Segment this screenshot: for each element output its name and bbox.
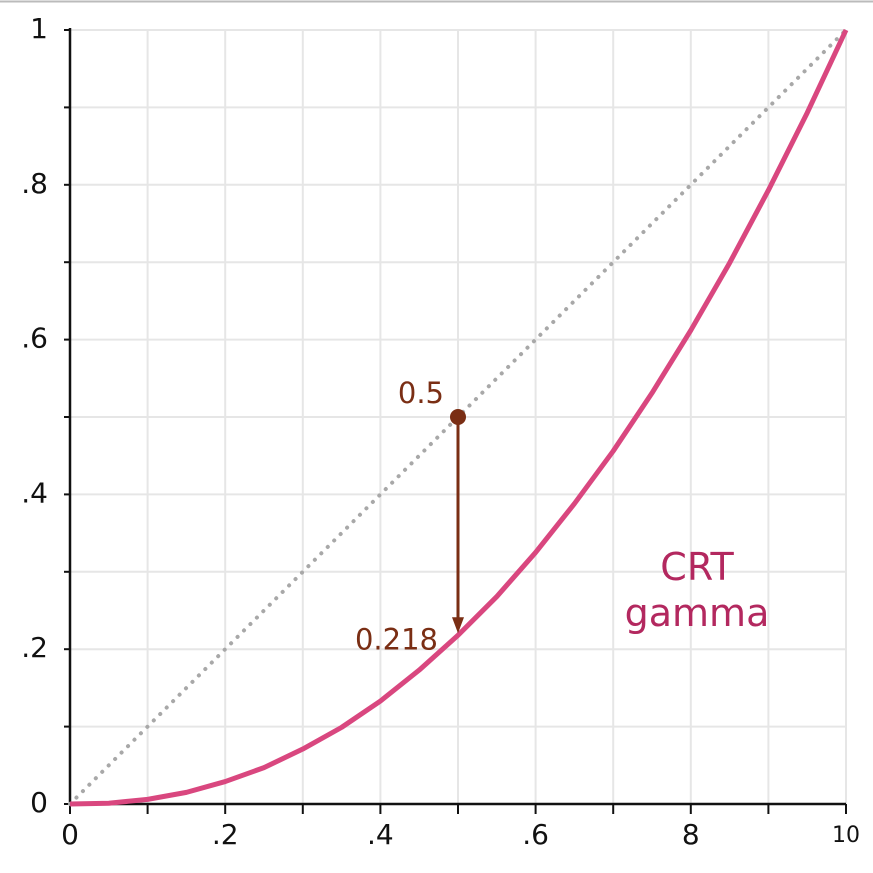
arrow-head	[452, 617, 464, 634]
x-tick-label: .2	[212, 818, 239, 851]
annotation-point	[450, 409, 466, 425]
x-tick-label: 8	[682, 818, 700, 851]
annotation-label: 0.5	[398, 376, 444, 410]
x-tick-label: 10	[832, 823, 860, 848]
gamma-curve	[69, 28, 849, 807]
x-tick-label: .6	[522, 818, 549, 851]
y-tick-label: 0	[30, 786, 48, 819]
annotation-label: 0.218	[355, 622, 438, 656]
y-tick-label: 1	[30, 12, 48, 45]
x-tick-label: .4	[367, 818, 394, 851]
series-label: CRT gamma	[624, 545, 770, 635]
y-tick-label: .4	[21, 476, 48, 509]
x-tick-label: 0	[61, 818, 79, 851]
y-tick-label: .6	[21, 322, 48, 355]
y-tick-label: .2	[21, 631, 48, 664]
y-tick-label: .8	[21, 167, 48, 200]
